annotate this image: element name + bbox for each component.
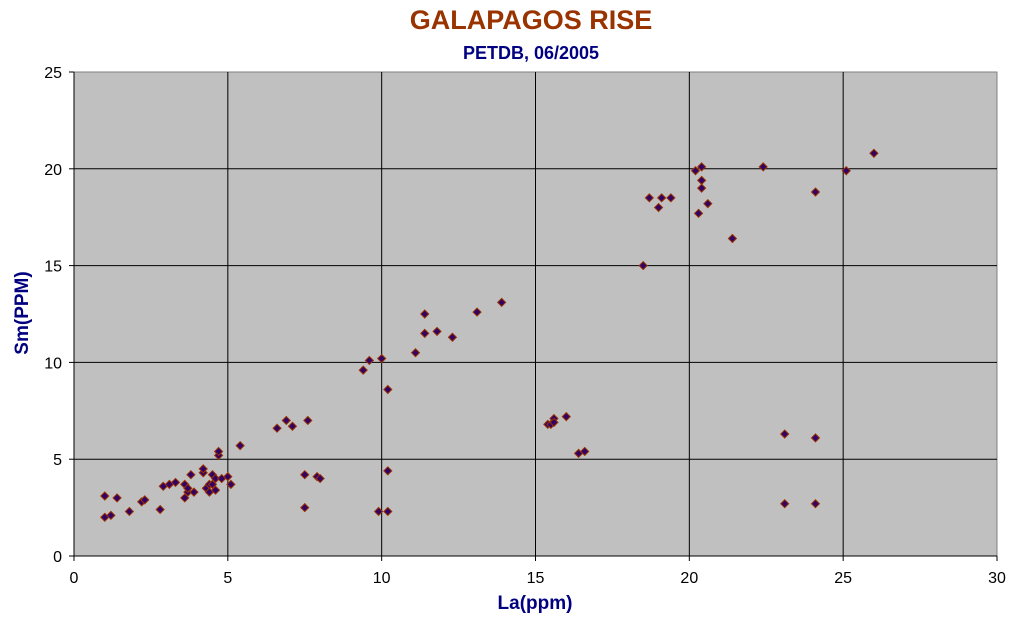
y-axis-label: Sm(PPM) <box>12 271 33 355</box>
y-tick-label: 15 <box>44 259 62 276</box>
data-point <box>383 466 393 476</box>
data-point <box>180 493 190 503</box>
x-tick-label: 30 <box>988 570 1006 587</box>
x-tick-label: 15 <box>527 570 545 587</box>
y-tick-label: 20 <box>44 162 62 179</box>
x-tick-label: 20 <box>680 570 698 587</box>
data-point <box>410 348 421 358</box>
data-point <box>383 506 393 517</box>
data-point <box>358 365 368 375</box>
data-point <box>727 233 738 244</box>
data-point <box>810 499 821 509</box>
x-tick-label: 0 <box>70 570 79 587</box>
data-point <box>210 485 221 495</box>
data-point <box>272 423 282 433</box>
y-tick-label: 25 <box>44 65 62 82</box>
x-tick-label: 10 <box>373 570 391 587</box>
data-point <box>213 446 224 457</box>
data-point <box>155 504 165 515</box>
y-axis-ticks: 0 5 10 15 20 25 <box>44 65 74 566</box>
data-point <box>189 487 199 497</box>
x-axis-ticks: 0 5 10 15 20 25 30 <box>70 556 1006 587</box>
data-point <box>549 417 559 428</box>
data-point <box>373 506 384 517</box>
data-point <box>223 471 233 482</box>
x-tick-label: 25 <box>834 570 852 587</box>
data-point <box>690 166 701 176</box>
data-point <box>758 162 768 172</box>
data-point <box>656 193 667 203</box>
data-point <box>300 469 310 480</box>
data-point <box>170 477 181 488</box>
x-tick-label: 5 <box>223 570 232 587</box>
data-point <box>235 440 245 451</box>
data-point <box>186 469 196 480</box>
data-point <box>780 499 790 509</box>
data-point <box>780 429 790 439</box>
data-point <box>226 479 236 490</box>
chart-title: GALAPAGOS RISE <box>409 5 653 35</box>
data-point <box>810 433 821 443</box>
data-point <box>281 415 291 426</box>
data-point <box>183 483 193 493</box>
data-point <box>376 353 387 364</box>
data-point <box>447 332 458 342</box>
x-axis-label: La(ppm) <box>497 593 573 614</box>
data-point <box>666 193 676 203</box>
data-point <box>106 510 116 521</box>
data-point <box>696 175 707 186</box>
data-point <box>472 307 482 317</box>
data-point <box>315 473 325 484</box>
data-point <box>841 166 851 176</box>
data-point <box>644 193 655 203</box>
data-points <box>100 148 879 522</box>
data-point <box>383 384 393 395</box>
y-tick-label: 5 <box>53 452 62 469</box>
y-tick-label: 10 <box>44 355 62 372</box>
grid-lines <box>74 72 997 556</box>
data-point <box>140 495 150 505</box>
data-point <box>810 187 821 197</box>
data-point <box>869 148 879 159</box>
data-point <box>303 415 313 426</box>
data-point <box>496 297 507 308</box>
data-point <box>124 506 135 517</box>
data-point <box>420 309 430 319</box>
data-point <box>653 202 664 213</box>
data-point <box>198 464 208 474</box>
data-point <box>287 421 298 431</box>
data-point <box>703 198 713 209</box>
data-point <box>112 493 122 503</box>
data-point <box>364 355 375 366</box>
data-point <box>300 502 310 513</box>
data-point <box>432 326 442 337</box>
data-point <box>561 411 571 422</box>
data-point <box>696 183 707 193</box>
y-tick-label: 0 <box>53 549 62 566</box>
chart-subtitle: PETDB, 06/2005 <box>462 43 600 63</box>
data-point <box>638 260 648 271</box>
data-point <box>207 479 218 490</box>
data-point <box>100 491 110 501</box>
data-point <box>420 328 430 339</box>
data-point <box>210 473 221 484</box>
data-point <box>580 446 590 457</box>
data-point <box>693 208 704 219</box>
data-point <box>696 162 707 172</box>
